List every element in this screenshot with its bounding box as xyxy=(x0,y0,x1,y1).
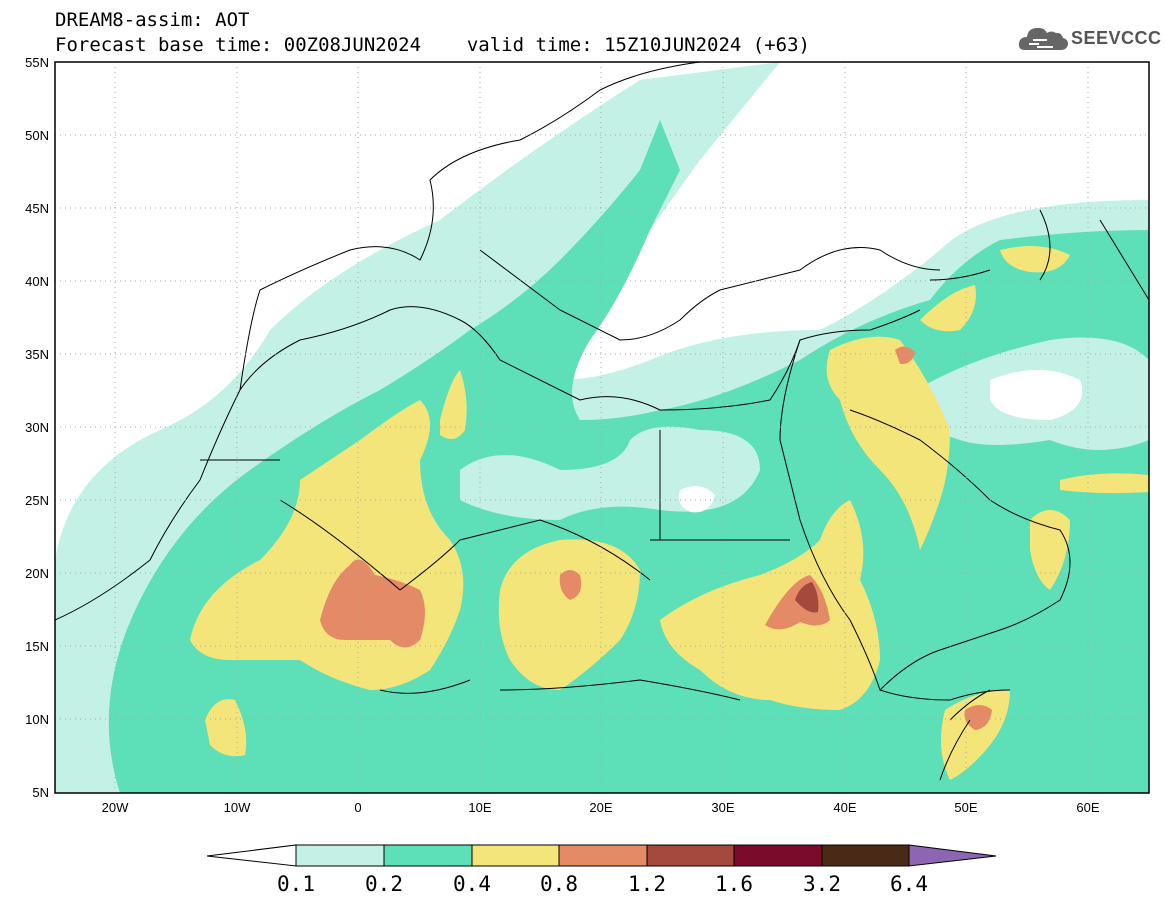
seevccc-logo: SEEVCCC xyxy=(1017,22,1161,56)
lat-tick: 40N xyxy=(25,274,49,289)
lon-tick: 50E xyxy=(954,800,977,815)
lat-tick: 20N xyxy=(25,566,49,581)
colorbar-bin xyxy=(733,844,823,867)
lat-tick: 45N xyxy=(25,201,49,216)
colorbar-label: 0.2 xyxy=(365,872,403,896)
lat-tick: 30N xyxy=(25,420,49,435)
aot-band-1.2 xyxy=(795,582,819,613)
lon-tick: 0 xyxy=(354,800,361,815)
lat-tick: 25N xyxy=(25,493,49,508)
colorbar-bin xyxy=(558,844,648,867)
aot-band-0.8 xyxy=(320,559,425,648)
map-frame xyxy=(54,61,1150,794)
map-title: DREAM8-assim: AOT xyxy=(55,9,250,31)
cloud-icon xyxy=(1018,27,1068,50)
lon-axis: 20W 10W 0 10E 20E 30E 40E 50E 60E xyxy=(102,800,1100,815)
lon-tick: 10E xyxy=(468,800,491,815)
lon-tick: 60E xyxy=(1076,800,1099,815)
lon-tick: 20E xyxy=(589,800,612,815)
base-time: Forecast base time: 00Z08JUN2024 xyxy=(55,34,422,56)
colorbar-bin xyxy=(821,844,910,867)
colorbar-label: 1.2 xyxy=(628,872,666,896)
lat-tick: 10N xyxy=(25,712,49,727)
colorbar-under xyxy=(206,844,297,867)
forecast-times: Forecast base time: 00Z08JUN2024 valid t… xyxy=(55,35,810,55)
colorbar-label: 6.4 xyxy=(890,872,928,896)
coastlines xyxy=(55,62,1149,781)
colorbar-bin xyxy=(295,844,385,867)
colorbar-over xyxy=(908,844,997,867)
lat-tick: 15N xyxy=(25,639,49,654)
colorbar-label: 1.6 xyxy=(715,872,753,896)
graticule xyxy=(55,62,1149,793)
lat-tick: 35N xyxy=(25,347,49,362)
lat-tick: 50N xyxy=(25,128,49,143)
colorbar xyxy=(206,844,997,867)
colorbar-label: 0.4 xyxy=(453,872,491,896)
lat-tick: 55N xyxy=(25,55,49,70)
colorbar-label: 0.8 xyxy=(540,872,578,896)
valid-time: valid time: 15Z10JUN2024 (+63) xyxy=(466,34,810,56)
colorbar-bin xyxy=(471,844,560,867)
colorbar-bin xyxy=(383,844,473,867)
lon-tick: 30E xyxy=(711,800,734,815)
lat-axis: 55N 50N 45N 40N 35N 30N 25N 20N 15N 10N … xyxy=(25,55,49,800)
colorbar-label: 0.1 xyxy=(277,872,315,896)
lat-tick: 5N xyxy=(32,785,49,800)
colorbar-label: 3.2 xyxy=(803,872,841,896)
lon-tick: 40E xyxy=(833,800,856,815)
logo-text: SEEVCCC xyxy=(1071,28,1162,48)
colorbar-bin xyxy=(646,844,735,867)
lon-tick: 20W xyxy=(102,800,129,815)
lon-tick: 10W xyxy=(224,800,251,815)
